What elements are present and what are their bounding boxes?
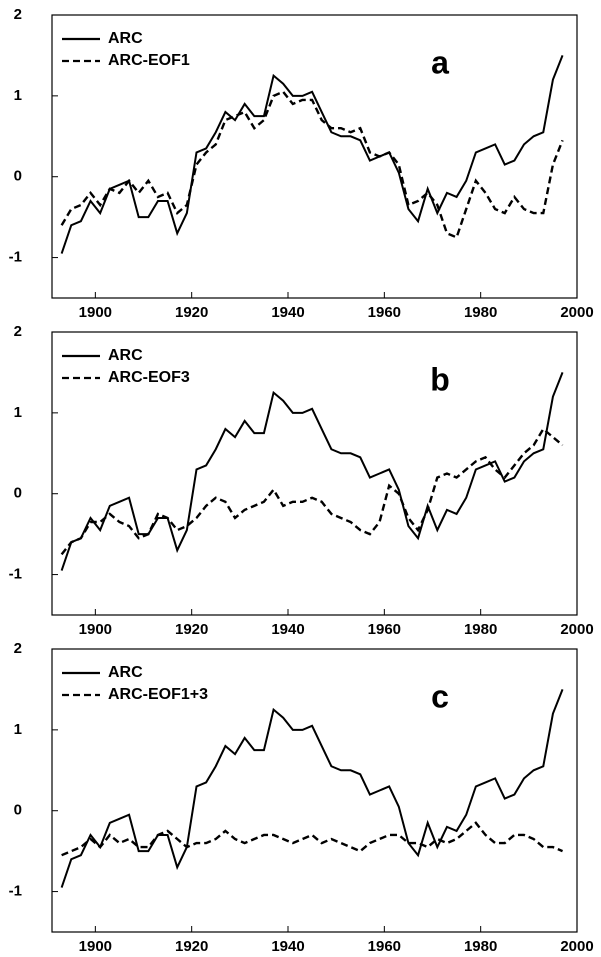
legend-label: ARC bbox=[108, 30, 143, 47]
x-tick-label: 1900 bbox=[79, 304, 112, 321]
x-tick-label: 1940 bbox=[271, 304, 304, 321]
x-tick-label: 2000 bbox=[560, 304, 593, 321]
line-series bbox=[60, 372, 564, 571]
y-tick-label: 2 bbox=[14, 6, 22, 23]
legend-label: ARC-EOF3 bbox=[108, 369, 190, 386]
y-tick-label: -1 bbox=[9, 566, 22, 583]
x-tick-label: 1920 bbox=[175, 938, 208, 955]
x-tick-label: 1960 bbox=[368, 621, 401, 638]
y-tick-label: -1 bbox=[9, 249, 22, 266]
y-tick-label: 0 bbox=[14, 168, 22, 185]
x-tick-label: 1980 bbox=[464, 938, 497, 955]
x-tick-label: 1940 bbox=[271, 621, 304, 638]
y-tick-label: 0 bbox=[14, 485, 22, 502]
x-tick-label: 1960 bbox=[368, 938, 401, 955]
y-tick-label: 1 bbox=[14, 404, 22, 421]
y-tick-label: 0 bbox=[14, 802, 22, 819]
y-tick-label: -1 bbox=[9, 883, 22, 900]
line-series bbox=[60, 90, 564, 239]
x-tick-label: 1940 bbox=[271, 938, 304, 955]
legend-label: ARC bbox=[108, 347, 143, 364]
x-tick-label: 1900 bbox=[79, 621, 112, 638]
line-series bbox=[60, 689, 564, 888]
line-series bbox=[60, 55, 564, 254]
y-tick-label: 2 bbox=[14, 323, 22, 340]
x-tick-label: 2000 bbox=[560, 621, 593, 638]
x-tick-label: 2000 bbox=[560, 938, 593, 955]
line-series bbox=[61, 821, 564, 857]
x-tick-label: 1920 bbox=[175, 304, 208, 321]
panel-label: a bbox=[431, 44, 449, 80]
x-tick-label: 1900 bbox=[79, 938, 112, 955]
legend-label: ARC-EOF1 bbox=[108, 52, 190, 69]
panel-label: b bbox=[430, 361, 450, 397]
y-tick-label: 2 bbox=[14, 640, 22, 657]
plot-frame bbox=[51, 331, 578, 616]
y-tick-label: 1 bbox=[14, 721, 22, 738]
line-series bbox=[60, 427, 564, 556]
plot-frame bbox=[51, 14, 578, 299]
plot-frame bbox=[51, 648, 578, 933]
x-tick-label: 1960 bbox=[368, 304, 401, 321]
legend-label: ARC-EOF1+3 bbox=[108, 686, 208, 703]
x-tick-label: 1980 bbox=[464, 304, 497, 321]
panel-label: c bbox=[431, 678, 449, 714]
x-tick-label: 1920 bbox=[175, 621, 208, 638]
y-tick-label: 1 bbox=[14, 87, 22, 104]
legend-label: ARC bbox=[108, 664, 143, 681]
x-tick-label: 1980 bbox=[464, 621, 497, 638]
